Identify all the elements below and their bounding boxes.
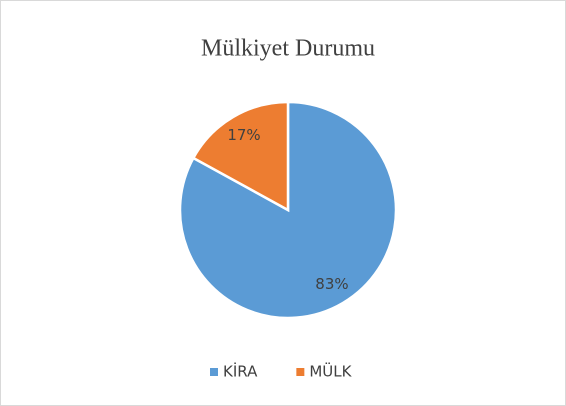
- pie-slice: [191, 100, 290, 213]
- data-label: 83%: [315, 275, 348, 293]
- chart-title: Mülkiyet Durumu: [201, 36, 375, 62]
- legend-label: KİRA: [223, 362, 258, 381]
- legend-swatch: [210, 368, 218, 376]
- legend-swatch: [296, 368, 305, 376]
- legend-label: MÜLK: [309, 362, 352, 381]
- data-label: 17%: [227, 126, 260, 144]
